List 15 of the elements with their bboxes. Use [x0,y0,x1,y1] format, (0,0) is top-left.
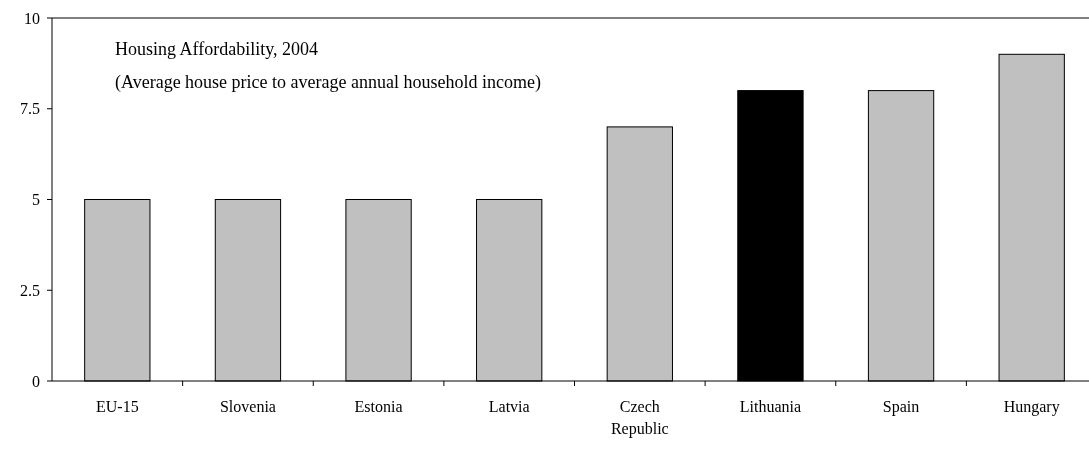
y-tick-label: 10 [24,9,40,27]
x-tick-label: Estonia [354,398,403,415]
x-tick-label: Hungary [1003,398,1060,416]
y-tick-label: 2.5 [20,281,40,299]
x-tick-label: Slovenia [219,398,276,415]
text: (Average house price to average annual household income) [115,72,541,93]
x-tick-label: Spain [882,398,920,416]
x-tick-label: Lithuania [739,398,802,415]
y-tick-label: 7.5 [20,100,40,118]
y-tick-label: 0 [32,372,40,390]
x-tick-label: EU-15 [95,398,139,415]
x-tick-label: Czech Republic [610,398,669,438]
y-tick-label: 5 [32,191,40,209]
x-tick-label: Latvia [488,398,530,415]
text: Housing Affordability, 2004 [115,39,318,59]
